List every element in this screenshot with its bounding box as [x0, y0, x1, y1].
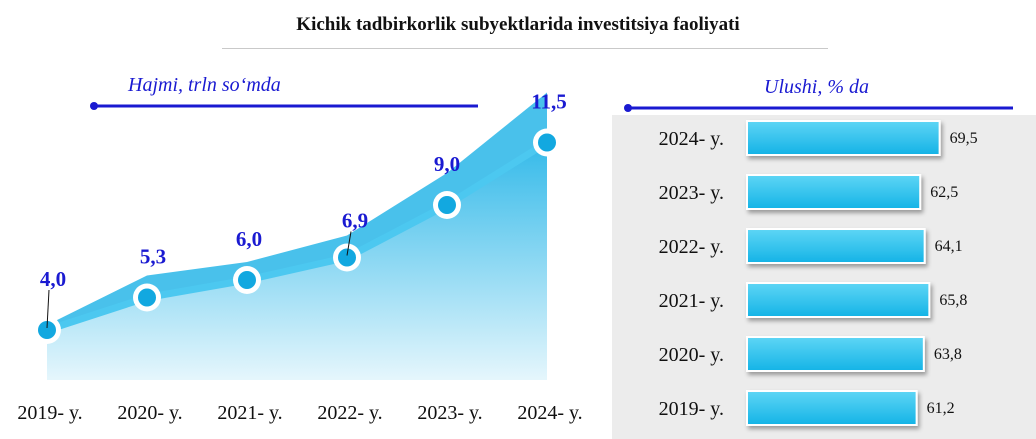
y-tick-label: 2020- y.	[659, 344, 724, 366]
bar	[746, 120, 941, 156]
page-title: Kichik tadbirkorlik subyektlarida invest…	[296, 14, 740, 35]
area-title-arrow-head	[90, 102, 98, 110]
x-tick-label: 2020- y.	[117, 402, 182, 424]
area-fill	[47, 142, 547, 380]
data-label-leader	[46, 289, 50, 329]
x-tick-label: 2023- y.	[417, 402, 482, 424]
bar-value-label: 69,5	[950, 130, 978, 147]
x-tick-label: 2022- y.	[317, 402, 382, 424]
y-tick-label: 2019- y.	[659, 398, 724, 420]
data-label: 5,3	[140, 245, 166, 269]
x-tick-label: 2024- y.	[517, 402, 582, 424]
bar-value-label: 61,2	[927, 400, 955, 417]
data-point	[138, 288, 156, 307]
bar-value-label: 65,8	[939, 292, 967, 309]
data-point	[38, 321, 56, 339]
area-chart: 4,0 5,3 6,0 6,9 9,0 11,5 2019- y. 2020- y. 2021-…	[17, 90, 582, 425]
title-divider	[222, 48, 828, 49]
bar-chart-title: Ulushi, % da	[764, 76, 869, 98]
y-tick-label: 2023- y.	[659, 182, 724, 204]
x-tick-label: 2021- y.	[217, 402, 282, 424]
y-tick-label: 2021- y.	[659, 290, 724, 312]
data-label-leader	[346, 231, 352, 256]
data-label: 6,9	[342, 209, 368, 233]
bar	[746, 174, 922, 210]
data-point	[538, 133, 556, 152]
bar-value-label: 64,1	[935, 238, 963, 255]
data-label: 6,0	[236, 227, 262, 251]
bar	[746, 390, 918, 426]
bar-title-arrow-head	[624, 104, 632, 112]
area-band	[47, 92, 547, 330]
bar-value-label: 63,8	[934, 346, 962, 363]
y-tick-label: 2024- y.	[659, 128, 724, 150]
bar-value-label: 62,5	[930, 184, 958, 201]
bar	[746, 336, 925, 372]
bar-chart: 2024- y. 69,5 2023- y. 62,5 2022- y. 64,1 2021…	[659, 120, 978, 426]
data-point	[338, 248, 356, 267]
data-label: 11,5	[531, 90, 567, 114]
area-chart-title: Hajmi, trln so‘mda	[128, 74, 281, 96]
data-label: 4,0	[40, 267, 66, 291]
y-tick-label: 2022- y.	[659, 236, 724, 258]
data-label: 9,0	[434, 152, 460, 176]
bar	[746, 228, 926, 264]
data-point	[238, 271, 256, 289]
data-point	[438, 196, 456, 214]
x-tick-label: 2019- y.	[17, 402, 82, 424]
series-line	[45, 139, 549, 334]
bar	[746, 282, 931, 318]
bar-panel-background	[612, 115, 1036, 439]
